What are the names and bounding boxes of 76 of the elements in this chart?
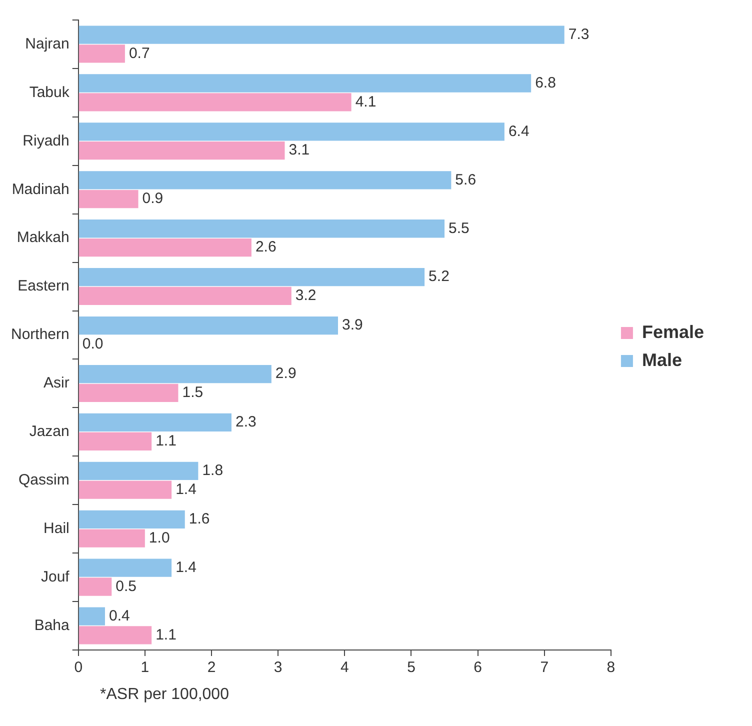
data-label: 0.0 — [82, 336, 104, 353]
data-label: 3.1 — [288, 142, 310, 159]
y-tick-label: Eastern — [18, 278, 70, 295]
bar — [78, 93, 352, 112]
bar — [78, 74, 532, 92]
bar — [78, 44, 125, 63]
bar — [78, 607, 105, 626]
bar — [78, 413, 232, 432]
bar — [78, 578, 112, 596]
y-tick-label: Jouf — [41, 568, 70, 586]
legend-label: Male — [642, 350, 682, 370]
data-label: 3.9 — [342, 316, 363, 334]
bar — [78, 26, 564, 44]
bar — [78, 286, 292, 306]
data-label: 4.1 — [355, 93, 376, 110]
bar — [78, 364, 272, 384]
x-tick-label: 1 — [140, 659, 150, 676]
data-label: 1.1 — [156, 432, 176, 450]
legend-label: Female — [642, 322, 704, 342]
y-tick-label: Tabuk — [29, 84, 70, 101]
bar — [78, 268, 425, 286]
bar — [78, 384, 178, 402]
text: *ASR per 100,000 — [100, 686, 230, 704]
data-label: 1.0 — [148, 529, 170, 546]
data-label: 1.4 — [176, 559, 196, 576]
data-label: 1.1 — [156, 626, 176, 644]
data-label: 1.5 — [182, 384, 204, 402]
bar — [78, 220, 445, 238]
y-tick-label: Jazan — [29, 423, 70, 440]
x-tick-label: 8 — [606, 659, 616, 676]
bar — [78, 316, 338, 335]
bar — [78, 238, 252, 257]
y-tick-label: Hail — [44, 520, 70, 537]
data-label: 1.4 — [176, 480, 196, 498]
bar — [78, 510, 185, 528]
bar — [78, 626, 152, 644]
bar — [78, 480, 172, 499]
y-tick-label: Najran — [25, 35, 70, 52]
x-tick-label: 3 — [274, 659, 282, 676]
data-label: 2.6 — [255, 238, 276, 256]
data-label: 0.5 — [116, 578, 137, 595]
x-tick-label: 4 — [340, 659, 349, 676]
data-label: 2.9 — [275, 365, 296, 382]
data-label: 6.8 — [535, 74, 556, 92]
y-tick-label: Northern — [11, 326, 70, 344]
x-tick-label: 6 — [474, 659, 482, 676]
bar — [78, 529, 145, 548]
y-tick-label: Baha — [34, 616, 70, 634]
data-label: 2.3 — [235, 414, 256, 431]
x-tick-label: 2 — [207, 659, 216, 676]
bar — [78, 171, 452, 190]
bar — [78, 462, 198, 480]
x-tick-label: 0 — [74, 659, 83, 676]
bar — [78, 122, 504, 141]
y-tick-label: Qassim — [18, 472, 70, 489]
data-label: 0.9 — [142, 190, 164, 208]
y-tick-label: Asir — [44, 374, 70, 392]
data-label: 6.4 — [508, 122, 530, 140]
data-label: 7.3 — [568, 26, 590, 43]
data-label: 5.6 — [455, 171, 476, 188]
data-label: 0.4 — [108, 607, 130, 624]
data-label: 5.5 — [448, 220, 470, 237]
y-tick-label: Riyadh — [22, 132, 70, 150]
x-tick-label: 5 — [407, 659, 416, 676]
bar — [78, 190, 138, 208]
y-tick-label: Makkah — [16, 229, 70, 246]
data-label: 1.8 — [202, 462, 224, 480]
y-tick-label: Madinah — [12, 180, 70, 198]
bar — [78, 558, 172, 577]
data-label: 3.2 — [295, 287, 316, 304]
data-label: 5.2 — [428, 268, 450, 286]
bar — [78, 142, 285, 160]
x-tick-label: 7 — [540, 659, 549, 676]
data-label: 0.7 — [128, 44, 150, 62]
bar — [78, 432, 152, 450]
data-label: 1.6 — [188, 510, 210, 528]
